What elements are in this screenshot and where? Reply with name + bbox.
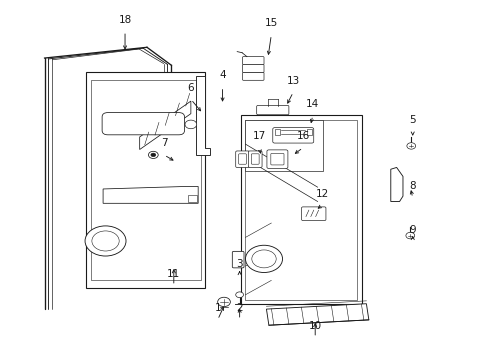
FancyBboxPatch shape [270, 153, 284, 165]
Polygon shape [240, 116, 361, 304]
Text: 4: 4 [219, 70, 225, 80]
Text: 18: 18 [118, 15, 131, 25]
Polygon shape [195, 76, 210, 155]
Polygon shape [86, 72, 205, 288]
Polygon shape [245, 120, 322, 171]
Text: 1: 1 [214, 303, 221, 314]
FancyBboxPatch shape [232, 251, 244, 268]
FancyBboxPatch shape [238, 154, 246, 164]
Text: 14: 14 [305, 99, 319, 109]
Circle shape [245, 245, 282, 273]
FancyBboxPatch shape [235, 151, 249, 167]
Text: 2: 2 [236, 303, 243, 314]
Text: 10: 10 [308, 321, 321, 331]
Text: 3: 3 [236, 258, 243, 269]
Text: 15: 15 [264, 18, 277, 28]
FancyBboxPatch shape [242, 72, 264, 80]
Text: 5: 5 [408, 115, 415, 125]
Circle shape [235, 292, 243, 298]
Text: 16: 16 [296, 131, 309, 141]
Text: 7: 7 [161, 139, 167, 148]
Circle shape [251, 250, 276, 268]
Text: 8: 8 [408, 181, 415, 192]
FancyBboxPatch shape [266, 150, 287, 168]
Circle shape [217, 297, 230, 307]
Text: 11: 11 [167, 269, 180, 279]
Circle shape [151, 153, 156, 157]
Text: 12: 12 [315, 189, 328, 199]
Bar [274, 129, 279, 135]
FancyBboxPatch shape [251, 154, 259, 164]
Text: 6: 6 [187, 83, 194, 93]
Bar [188, 195, 197, 202]
FancyBboxPatch shape [248, 151, 262, 167]
Text: 13: 13 [286, 76, 299, 86]
Circle shape [92, 231, 119, 251]
Circle shape [405, 232, 414, 239]
FancyBboxPatch shape [301, 207, 325, 221]
FancyBboxPatch shape [256, 105, 288, 115]
FancyBboxPatch shape [242, 57, 264, 64]
Polygon shape [266, 304, 368, 325]
FancyBboxPatch shape [102, 113, 184, 135]
Circle shape [184, 120, 196, 129]
FancyBboxPatch shape [242, 64, 264, 72]
FancyBboxPatch shape [272, 128, 313, 143]
Polygon shape [103, 186, 198, 203]
Circle shape [85, 226, 126, 256]
Text: 9: 9 [408, 225, 415, 234]
Text: 17: 17 [252, 131, 265, 141]
Circle shape [148, 151, 158, 158]
Bar [306, 129, 311, 135]
Polygon shape [140, 101, 190, 149]
Circle shape [406, 143, 415, 149]
Polygon shape [390, 167, 402, 202]
